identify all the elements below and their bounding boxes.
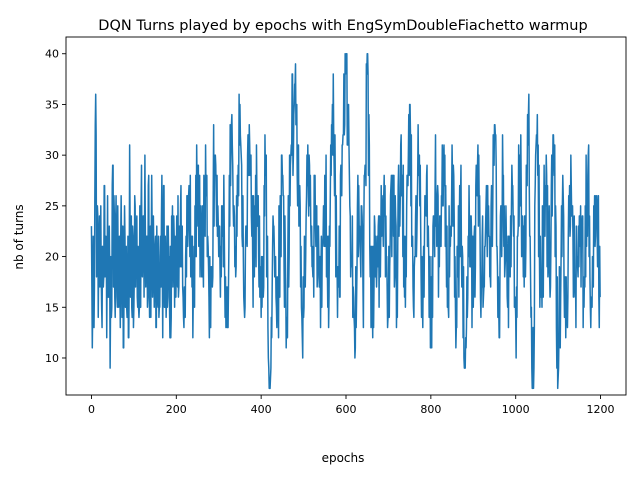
- x-tick-label: 200: [166, 403, 187, 416]
- x-axis-ticks: 0 200 400 600 800 1000 1200: [88, 395, 615, 416]
- chart-title: DQN Turns played by epochs with EngSymDo…: [98, 18, 587, 34]
- x-tick-label: 800: [420, 403, 441, 416]
- x-tick-label: 0: [88, 403, 95, 416]
- y-tick-label: 15: [45, 301, 59, 314]
- x-tick-label: 1200: [587, 403, 615, 416]
- x-tick-label: 400: [251, 403, 272, 416]
- plot-area: [90, 52, 601, 390]
- x-axis-label: epochs: [322, 451, 365, 465]
- y-axis-ticks: 10 15 20 25 30 35 40: [45, 48, 66, 365]
- series-line-turns: [90, 52, 601, 390]
- axes-frame: [65, 36, 627, 396]
- y-axis-label: nb of turns: [12, 204, 26, 269]
- y-tick-label: 35: [45, 98, 59, 111]
- y-tick-label: 10: [45, 352, 59, 365]
- x-tick-label: 1000: [502, 403, 530, 416]
- y-tick-label: 40: [45, 48, 59, 61]
- y-tick-label: 30: [45, 149, 59, 162]
- y-tick-label: 25: [45, 200, 59, 213]
- y-tick-label: 20: [45, 251, 59, 264]
- x-tick-label: 600: [336, 403, 357, 416]
